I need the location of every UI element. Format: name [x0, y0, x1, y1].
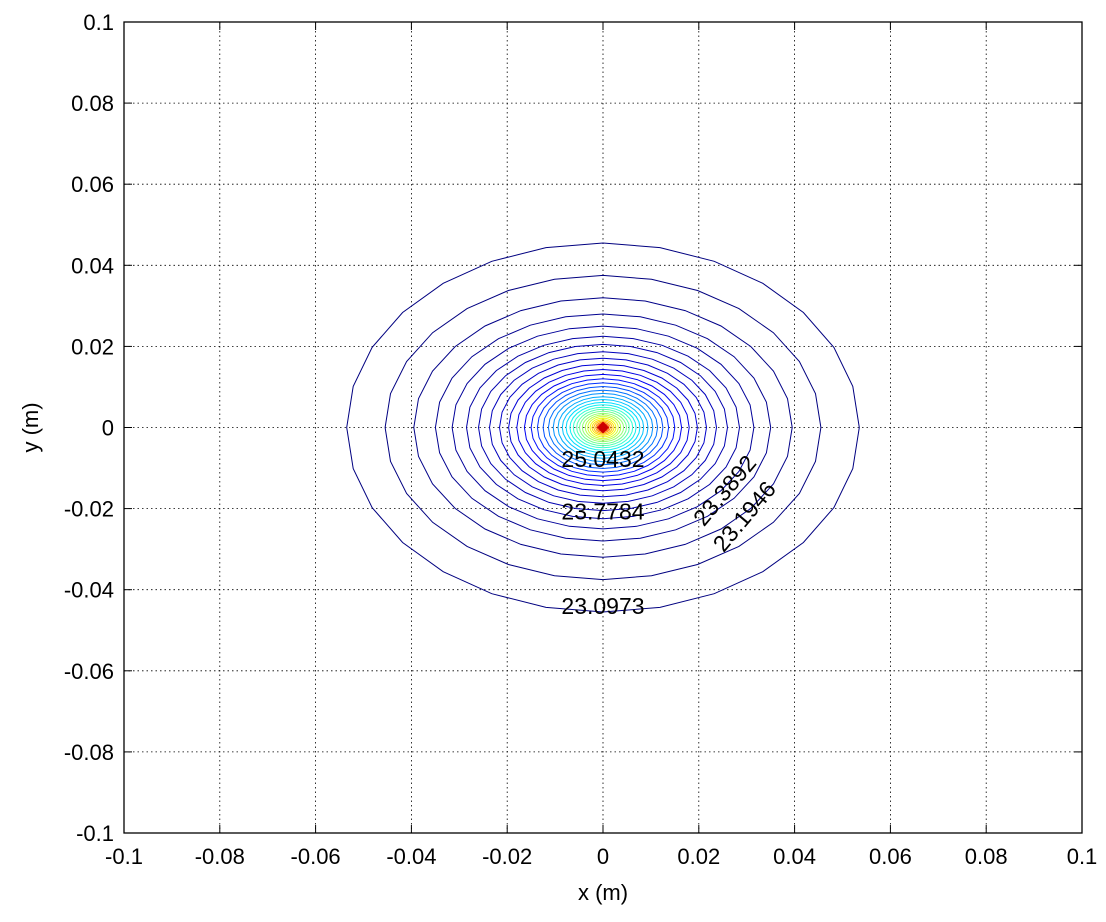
x-tick-label: 0.06 [869, 844, 912, 869]
contour-line [536, 382, 670, 473]
contour-line [523, 373, 683, 482]
contour-line [413, 297, 793, 558]
y-tick-label: -0.1 [76, 821, 114, 846]
contour-line [589, 417, 617, 438]
contour-line [451, 325, 755, 530]
x-tick-label: -0.06 [291, 844, 341, 869]
y-tick-label: -0.04 [64, 578, 114, 603]
contour-line [581, 412, 625, 443]
contour-line [593, 420, 613, 435]
contour-line [561, 398, 645, 457]
contour-line [498, 357, 708, 498]
contour-value-label: 23.0973 [561, 593, 644, 619]
contour-line [587, 416, 619, 439]
y-tick-label: 0.02 [71, 334, 114, 359]
axis-ticks: -0.1 -0.08 -0.06 -0.04 -0.02 0 0.02 0.04 0.06 0.0… [64, 10, 1097, 869]
contour-line [542, 385, 664, 470]
y-tick-label: 0 [102, 416, 114, 441]
contour-line [578, 410, 628, 445]
y-tick-label: 0.04 [71, 253, 114, 278]
x-tick-label: 0 [597, 844, 609, 869]
contour-line [530, 378, 676, 477]
contour-line [434, 313, 772, 542]
x-tick-label: 0.1 [1067, 844, 1098, 869]
x-tick-label: 0.04 [773, 844, 816, 869]
contour-line [488, 351, 718, 504]
contour-line [576, 408, 630, 447]
contour-line [591, 419, 615, 436]
contour-line [547, 389, 659, 466]
x-tick-label: -0.1 [105, 844, 143, 869]
contour-line [384, 274, 822, 581]
y-tick-label: 0.06 [71, 172, 114, 197]
contour-line [465, 335, 741, 520]
contour-lines [346, 242, 860, 613]
contour-value-label: 25.0432 [561, 446, 644, 472]
y-tick-label: -0.08 [64, 740, 114, 765]
x-tick-label: -0.02 [482, 844, 532, 869]
y-tick-label: 0.08 [71, 91, 114, 116]
y-axis-label: y (m) [18, 402, 43, 452]
y-tick-label: -0.06 [64, 659, 114, 684]
x-tick-label: 0.02 [677, 844, 720, 869]
contour-line [477, 343, 729, 512]
x-tick-label: 0.08 [965, 844, 1008, 869]
contour-line [595, 421, 611, 434]
contour-line [552, 392, 654, 463]
y-tick-label: -0.02 [64, 497, 114, 522]
contour-line [508, 363, 698, 492]
contour-value-label: 23.7784 [561, 499, 644, 525]
contour-line [557, 396, 649, 459]
peak-marker [597, 421, 609, 434]
contour-line [569, 404, 637, 451]
x-tick-label: -0.04 [386, 844, 436, 869]
x-axis-label: x (m) [578, 880, 628, 905]
y-tick-label: 0.1 [83, 10, 114, 35]
contour-line [565, 401, 641, 454]
contour-line [346, 242, 860, 613]
x-tick-label: -0.08 [195, 844, 245, 869]
contour-line [584, 414, 622, 441]
contour-line [516, 368, 690, 487]
contour-line [572, 406, 634, 449]
